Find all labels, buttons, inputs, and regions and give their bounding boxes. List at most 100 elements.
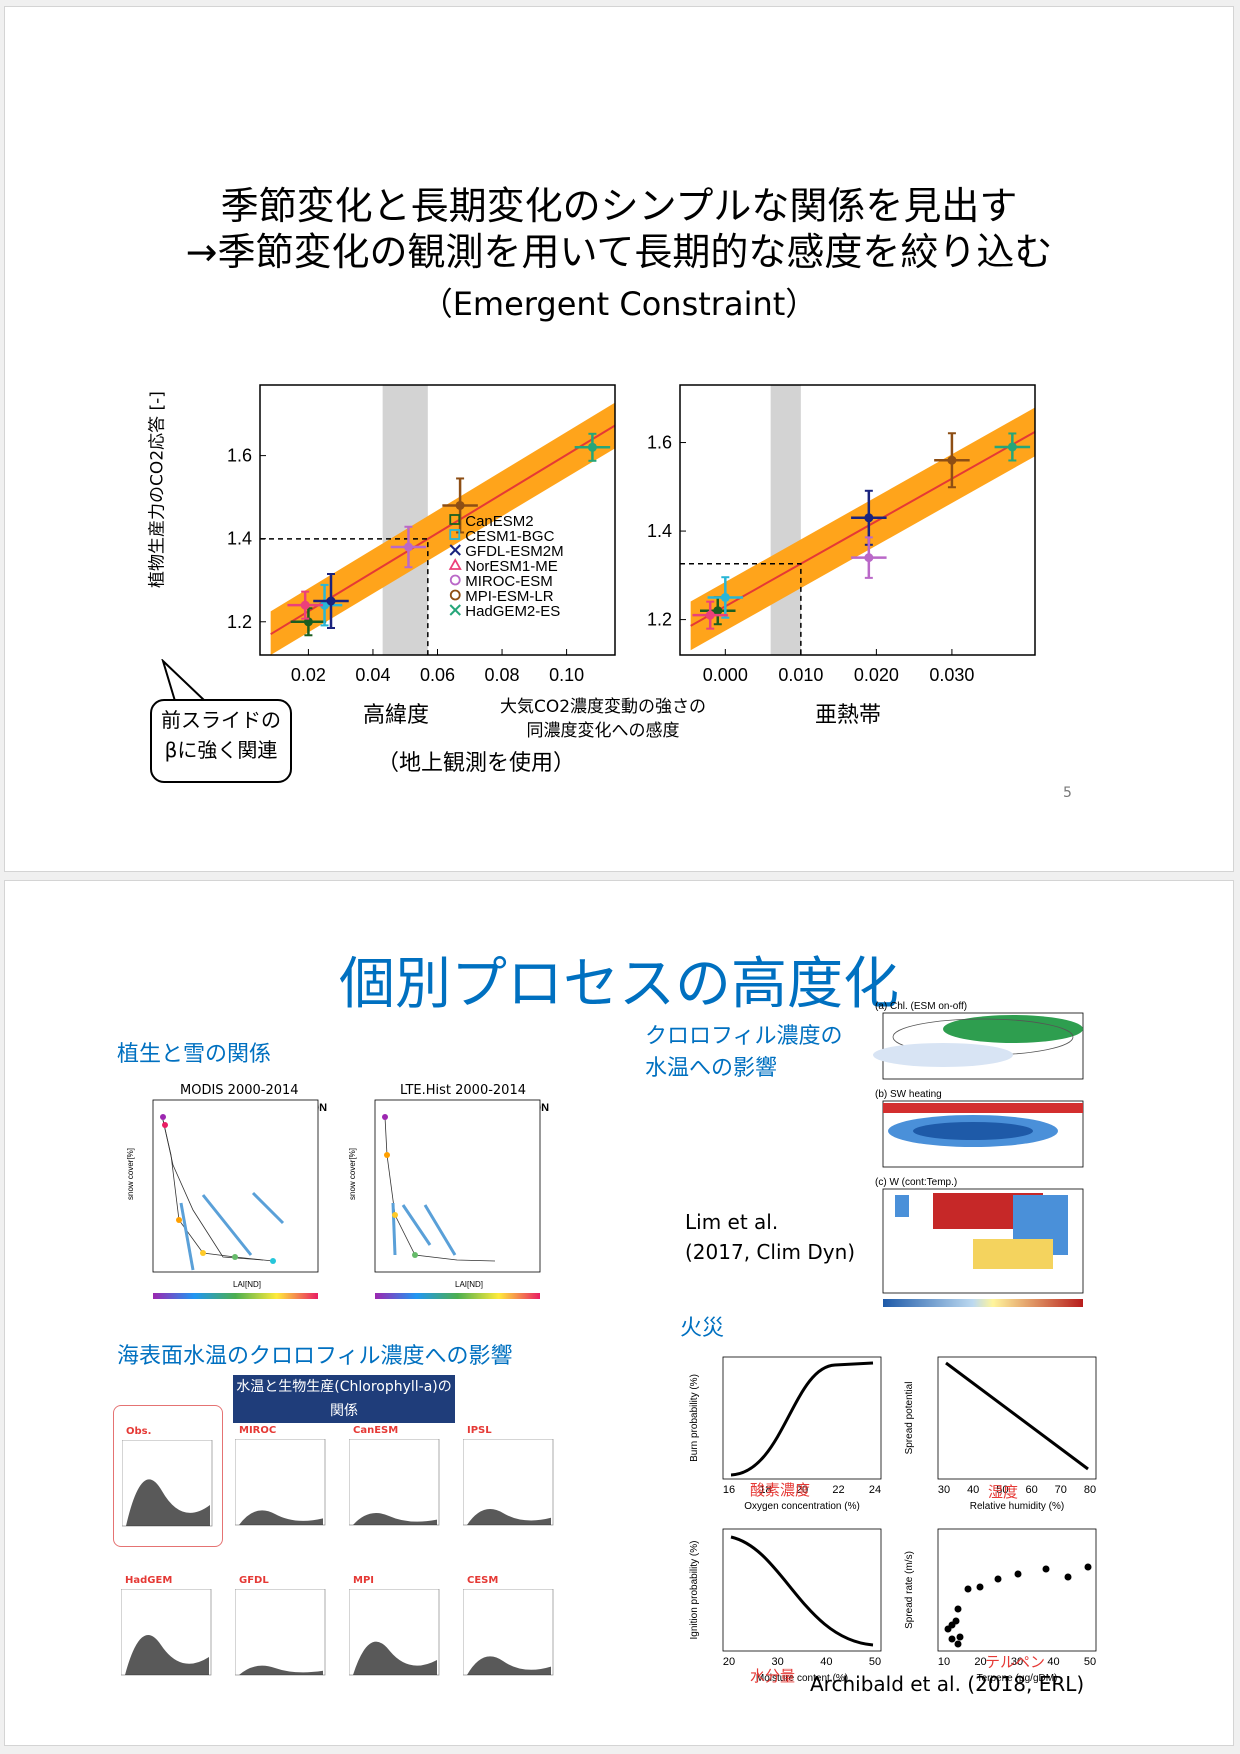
svg-text:snow cover[%]: snow cover[%] <box>126 1148 135 1200</box>
sst-scatter <box>235 1439 326 1526</box>
x-tick-label: 0.02 <box>291 665 326 685</box>
y-tick-label: 1.2 <box>647 610 672 630</box>
x-tick-label: 0.010 <box>778 665 823 685</box>
legend-symbol <box>449 574 461 586</box>
legend-symbol <box>449 589 461 601</box>
sst-cloud <box>125 1635 209 1675</box>
sst-cloud <box>467 1509 551 1525</box>
archibald-citation: Archibald et al. (2018, ERL) <box>810 1672 1085 1696</box>
sst-scatter <box>121 1589 212 1676</box>
fire-point <box>956 1633 964 1641</box>
fire-tick: 40 <box>820 1656 832 1668</box>
obs-band <box>382 385 428 655</box>
regression-line <box>690 430 1036 627</box>
x-tick-label: 0.030 <box>929 665 974 685</box>
fire-tick: 20 <box>723 1656 735 1668</box>
fire-label-oxygen: 酸素濃度 <box>750 1481 811 1499</box>
lim-citation: Lim et al. (2017, Clim Dyn) <box>685 1207 855 1267</box>
fire-tick: 40 <box>967 1484 979 1496</box>
fire-ylabel: Spread potential <box>904 1382 915 1455</box>
sst-panel-mpi: MPI <box>341 1555 449 1695</box>
sst-frame <box>235 1439 326 1526</box>
legend-label: CESM1-BGC <box>465 528 554 545</box>
fire-tick: 22 <box>832 1484 844 1496</box>
sst-scatter <box>235 1589 326 1676</box>
x-tick-label: 0.000 <box>703 665 748 685</box>
data-point-miroc-esm <box>864 553 874 563</box>
data-point-gfdl-esm2m <box>326 596 336 606</box>
fire-label-moisture: 水分量 <box>750 1667 796 1685</box>
slide-subtitle: （Emergent Constraint） <box>420 285 818 323</box>
chart-high-latitude: 0.02 0.04 0.06 0.08 0.10 1.2 1.4 1.6 CanESM2CESM… <box>227 384 616 685</box>
lte-title: LTE.Hist 2000-2014 <box>400 1083 526 1098</box>
fire-point <box>948 1621 956 1629</box>
slide-process-refinement: 個別プロセスの高度化 植生と雪の関係 MODIS 2000-2014 LTE.H… <box>4 880 1234 1746</box>
sst-banner: 水温と生物生産(Chlorophyll-a)の関係 <box>233 1375 455 1423</box>
observation-projection <box>260 538 429 655</box>
fire-point <box>1064 1573 1072 1581</box>
y-tick-label: 1.2 <box>227 612 252 632</box>
sst-panel-gfdl: GFDL <box>227 1555 335 1695</box>
y-axis-label: 植物生産力のCO2応答 [-] <box>147 391 168 588</box>
fire-tick: 10 <box>938 1656 950 1668</box>
data-point-hadgem2-es <box>1007 442 1017 452</box>
sst-cloud <box>353 1641 437 1675</box>
plot-frame <box>679 384 1036 656</box>
sst-cloud <box>353 1513 437 1525</box>
fire-point <box>954 1640 962 1648</box>
section-snow: 植生と雪の関係 <box>117 1042 272 1067</box>
legend-symbol <box>449 529 461 540</box>
legend-symbol <box>448 558 462 570</box>
center-note-line2: 同濃度変化への感度 <box>526 721 680 741</box>
fire-tick: 50 <box>1084 1656 1096 1668</box>
sst-model-label: IPSL <box>467 1425 492 1436</box>
fire-tick: 18 <box>759 1484 771 1496</box>
data-point-cesm1-bgc <box>320 600 330 610</box>
fire-tick: 20 <box>974 1656 986 1668</box>
sst-frame <box>235 1589 326 1676</box>
section-fire: 火災 <box>680 1316 725 1341</box>
observation-note: （地上観測を使用） <box>377 751 576 776</box>
sst-cloud <box>467 1656 551 1675</box>
fire-tick: 20 <box>796 1484 808 1496</box>
obs-band <box>770 385 801 655</box>
fire-xlabel: Oxygen concentration (%) <box>744 1501 860 1512</box>
fire-ylabel: Spread rate (m/s) <box>904 1551 915 1629</box>
fire-tick: 30 <box>1011 1656 1023 1668</box>
sst-panel-obs: Obs. <box>113 1405 223 1547</box>
label-subtropics: 亜熱帯 <box>815 703 882 728</box>
data-point-noresm1-me <box>300 600 310 610</box>
section-chlorophyll-line1: クロロフィル濃度の <box>645 1024 843 1049</box>
fire-tick: 70 <box>1055 1484 1067 1496</box>
sst-scatter <box>349 1439 440 1526</box>
legend-label: NorESM1-ME <box>465 558 558 575</box>
fire-plot-2: 30 40 50 60 70 80 Relative humidity (%) Spread … <box>904 1356 1097 1512</box>
section-sst: 海表面水温のクロロフィル濃度への影響 <box>117 1344 513 1369</box>
y-tick-label: 1.4 <box>227 529 252 549</box>
data-point-miroc-esm <box>403 542 413 552</box>
center-note: 大気CO2濃度変動の強さの 同濃度変化への感度 <box>483 695 723 743</box>
fire-point <box>948 1635 956 1643</box>
data-point-hadgem2-es <box>587 442 597 452</box>
fire-point <box>994 1575 1002 1583</box>
data-point-mpi-esm-lr <box>455 500 465 510</box>
legend-symbol <box>449 604 461 616</box>
sst-cloud <box>239 1665 323 1675</box>
sst-frame <box>349 1439 440 1526</box>
legend-label: GFDL-ESM2M <box>465 543 563 560</box>
sst-panel-ipsl: IPSL <box>455 1405 563 1545</box>
sst-panel-miroc: MIROC <box>227 1405 335 1545</box>
fire-point <box>954 1605 962 1613</box>
sst-model-label: MIROC <box>239 1425 277 1436</box>
data-point-gfdl-esm2m <box>864 513 874 523</box>
fire-tick: 60 <box>1025 1484 1037 1496</box>
x-tick-label: 0.04 <box>355 665 390 685</box>
fire-label-humidity: 湿度 <box>988 1483 1019 1501</box>
chart-subtropics: 0.000 0.010 0.020 0.030 1.2 1.4 1.6 <box>647 384 1036 685</box>
fire-tick: 16 <box>723 1484 735 1496</box>
slide2-title: 個別プロセスの高度化 <box>339 952 899 1017</box>
label-high-latitude: 高緯度 <box>363 703 430 728</box>
lim-citation-line1: Lim et al. <box>685 1210 779 1234</box>
fire-plot-3: 20 30 40 50 Moisture content (%) Ignition pro… <box>689 1528 882 1684</box>
y-tick-label: 1.4 <box>647 521 672 541</box>
